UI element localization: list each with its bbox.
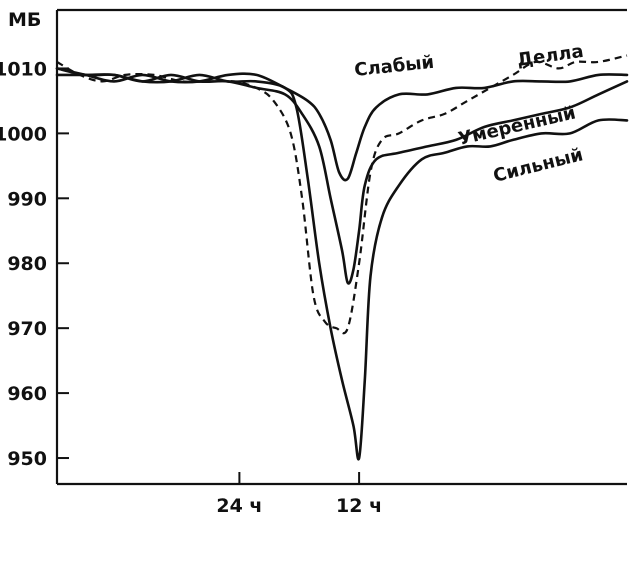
axes: МБ 1010 1000 990 980 970 960 950 24 ч 12 ч (0, 8, 627, 517)
series-label-weak: Слабый (353, 52, 435, 81)
series-label-della: Делла (516, 41, 585, 71)
y-tick-label: 960 (7, 383, 47, 405)
series-label-strong: Сильный (491, 144, 585, 187)
y-tick-label: 1010 (0, 58, 47, 80)
series-curves (55, 54, 629, 461)
y-tick-label: 950 (7, 448, 47, 470)
series-label-moderate: Умеренный (456, 102, 577, 149)
series-line-strong (55, 67, 629, 461)
x-tick-label: 12 ч (336, 495, 382, 517)
y-tick-label: 970 (7, 318, 47, 340)
y-tick-label: 1000 (0, 123, 47, 145)
series-line-moderate (55, 73, 629, 285)
x-tick-label: 24 ч (216, 495, 262, 517)
y-tick-label: 990 (7, 188, 47, 210)
y-axis-unit-label: МБ (8, 9, 41, 31)
y-tick-label: 980 (7, 253, 47, 275)
series-line-della (56, 54, 628, 335)
